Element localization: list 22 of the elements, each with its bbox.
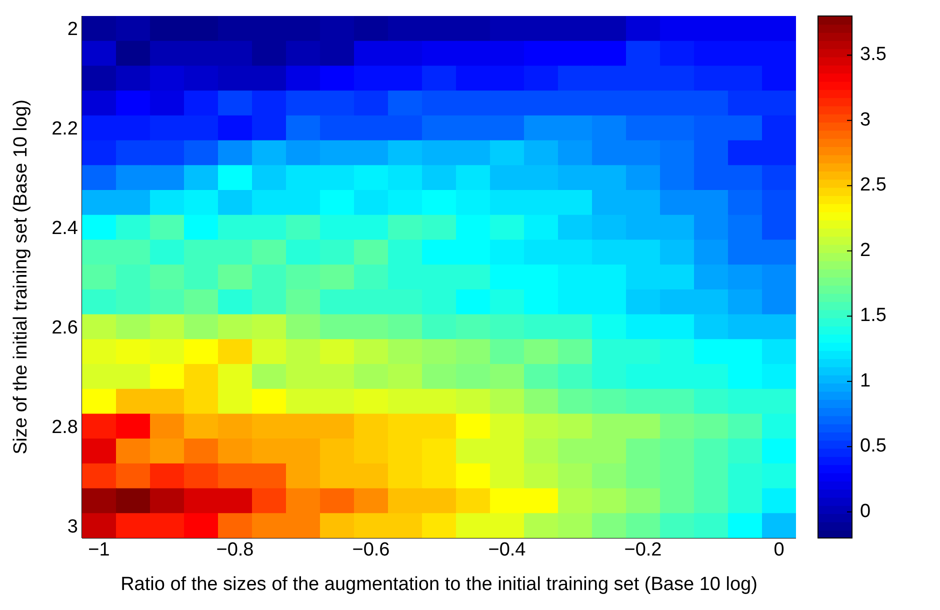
color-bar-label: 1.5 [860, 305, 886, 326]
color-bar-label: 0.5 [860, 436, 886, 457]
x-tick-label: 0 [774, 539, 784, 560]
color-bar-label: 1 [860, 370, 871, 392]
color-bar-label: 3.5 [860, 44, 886, 66]
y-tick-label: 2.6 [52, 317, 78, 338]
color-bar-label: 3 [860, 109, 871, 130]
y-axis-title: Size of the initial training set (Base 10 log) [10, 100, 32, 454]
x-axis-title: Ratio of the sizes of the augmentation to the initial training set (Base 10 log) [120, 574, 758, 595]
x-tick-label: −0.4 [488, 539, 526, 560]
color-bar-label: 2.5 [860, 174, 886, 196]
color-bar-label: 0 [860, 500, 871, 522]
x-tick-label: −0.2 [624, 539, 662, 560]
x-tick-label: −0.8 [216, 539, 254, 560]
y-tick-label: 3 [67, 516, 78, 538]
color-bar-label: 2 [860, 240, 871, 261]
y-tick-label: 2.4 [52, 218, 78, 240]
y-tick-label: 2.8 [52, 416, 78, 438]
y-tick-label: 2.2 [52, 118, 78, 140]
x-tick-label: −1 [88, 539, 110, 560]
x-tick-label: −0.6 [352, 539, 390, 560]
y-tick-label: 2 [67, 19, 78, 40]
